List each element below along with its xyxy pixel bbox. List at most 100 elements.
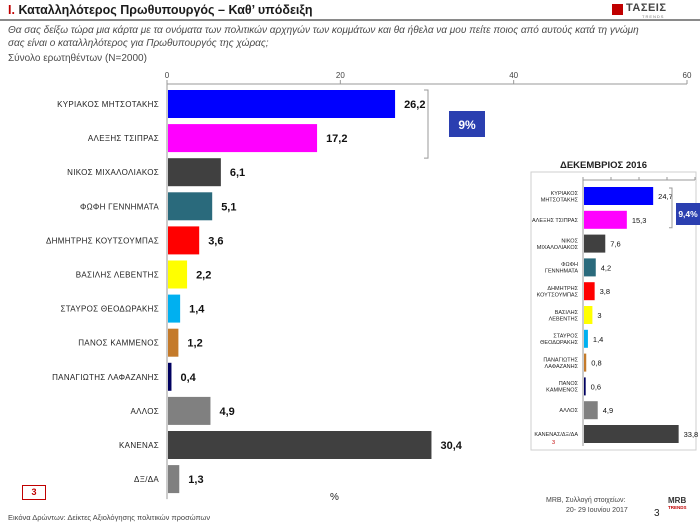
inset-category-label: ΜΗΤΣΟΤΑΚΗΣ bbox=[541, 197, 579, 203]
inset-gap-annotation: 9,4% bbox=[678, 209, 698, 219]
category-label: ΚΥΡΙΑΚΟΣ ΜΗΤΣΟΤΑΚΗΣ bbox=[57, 100, 159, 109]
inset-value-label: 0,8 bbox=[591, 359, 601, 368]
inset-bar bbox=[584, 401, 598, 420]
category-label: ΑΛΕΞΗΣ ΤΣΙΠΡΑΣ bbox=[88, 134, 159, 143]
inset-category-label: ΔΗΜΗΤΡΗΣ bbox=[547, 286, 578, 292]
footer-caption: Εικόνα Δρώντων: Δείκτες Αξιολόγησης πολι… bbox=[8, 513, 211, 522]
footer-number-box: 3 bbox=[22, 485, 46, 500]
category-label: ΒΑΣΙΛΗΣ ΛΕΒΕΝΤΗΣ bbox=[76, 271, 159, 280]
inset-category-label: ΚΟΥΤΣΟΥΜΠΑΣ bbox=[537, 292, 579, 298]
inset-category-label: ΚΑΝΕΝΑΣ/ΔΞ/ΔΑ bbox=[534, 432, 578, 438]
inset-value-label: 3 bbox=[597, 311, 601, 320]
mrb-logo-text: MRB bbox=[668, 496, 687, 505]
inset-frame bbox=[530, 171, 697, 451]
bar bbox=[168, 192, 213, 221]
tick-label: 40 bbox=[509, 71, 518, 80]
value-label: 1,3 bbox=[188, 474, 203, 486]
inset-category-label: ΑΛΛΟΣ bbox=[559, 408, 578, 414]
inset-footnote: 3 bbox=[552, 440, 555, 446]
logo-brand: ΤΑΣΕΙΣ bbox=[626, 2, 667, 14]
inset-value-label: 4,9 bbox=[603, 406, 613, 415]
inset-bar bbox=[584, 234, 606, 253]
inset-title: ΔΕΚΕΜΒΡΙΟΣ 2016 bbox=[560, 160, 647, 171]
inset-value-label: 15,3 bbox=[632, 216, 647, 225]
value-label: 5,1 bbox=[221, 201, 236, 213]
logo-sub: TRENDS bbox=[642, 14, 665, 19]
inset-category-label: ΠΑΝΑΓΙΩΤΗΣ bbox=[543, 357, 578, 363]
inset-value-label: 1,4 bbox=[593, 335, 603, 344]
inset-category-label: ΘΕΟΔΩΡΑΚΗΣ bbox=[540, 340, 578, 346]
inset-bar bbox=[584, 329, 588, 348]
bar bbox=[168, 362, 172, 391]
header-divider bbox=[0, 19, 700, 21]
footer-source: MRB, Συλλογή στοιχείων: 20- 29 Ιουνίου 2… bbox=[546, 496, 628, 516]
inset-category-label: ΠΑΝΟΣ bbox=[559, 381, 579, 387]
gap-annotation: 9% bbox=[458, 118, 476, 132]
question-text: Θα σας δείξω τώρα μια κάρτα με τα ονόματ… bbox=[8, 25, 639, 49]
bar bbox=[168, 294, 181, 323]
page-title: I. Καταλληλότερος Πρωθυπουργός – Καθ’ υπ… bbox=[8, 3, 313, 17]
bar bbox=[168, 260, 188, 289]
category-label: ΔΞ/ΔΑ bbox=[134, 475, 159, 484]
inset-category-label: ΣΤΑΥΡΟΣ bbox=[553, 334, 578, 340]
category-label: ΔΗΜΗΤΡΗΣ ΚΟΥΤΣΟΥΜΠΑΣ bbox=[46, 236, 159, 245]
mrb-logo-sub: TRENDS bbox=[668, 505, 687, 510]
value-label: 26,2 bbox=[404, 99, 425, 111]
tick-label: 20 bbox=[336, 71, 345, 80]
gap-bracket bbox=[424, 89, 429, 159]
page-number: 3 bbox=[654, 508, 660, 519]
inset-bar bbox=[584, 377, 586, 396]
inset-bar bbox=[584, 306, 593, 324]
inset-value-label: 33,8 bbox=[684, 430, 699, 439]
inset-category-label: ΑΛΕΞΗΣ ΤΣΙΠΡΑΣ bbox=[532, 218, 579, 224]
inset-value-label: 4,2 bbox=[601, 263, 611, 272]
inset-category-label: ΚΑΜΜΕΝΟΣ bbox=[546, 388, 578, 394]
inset-bar bbox=[584, 187, 654, 205]
value-label: 2,2 bbox=[196, 270, 211, 282]
inset-value-label: 0,6 bbox=[591, 382, 601, 391]
title-number: I. bbox=[8, 3, 15, 17]
category-label: ΦΩΦΗ ΓΕΝΝΗΜΑΤΑ bbox=[80, 202, 159, 211]
bar bbox=[168, 226, 200, 255]
value-label: 30,4 bbox=[440, 440, 462, 452]
inset-annotation-box bbox=[676, 203, 700, 225]
bar bbox=[168, 396, 211, 425]
bar bbox=[168, 158, 221, 187]
bar bbox=[168, 465, 180, 494]
source-line-2: 20- 29 Ιουνίου 2017 bbox=[566, 507, 628, 514]
value-label: 17,2 bbox=[326, 133, 347, 145]
gap-annotation-box bbox=[449, 111, 485, 137]
inset-category-label: ΚΥΡΙΑΚΟΣ bbox=[551, 191, 579, 197]
inset-category-label: ΒΑΣΙΛΗΣ bbox=[555, 310, 579, 316]
tick-label: 60 bbox=[683, 71, 692, 80]
source-line-1: MRB, Συλλογή στοιχείων: bbox=[546, 497, 626, 504]
logo-mark-icon bbox=[612, 4, 623, 15]
category-label: ΠΑΝΟΣ ΚΑΜΜΕΝΟΣ bbox=[78, 339, 159, 348]
sample-base: Σύνολο ερωτηθέντων (N=2000) bbox=[8, 53, 147, 64]
inset-bar bbox=[584, 258, 596, 277]
inset-category-label: ΜΙΧΑΛΟΛΙΑΚΟΣ bbox=[537, 245, 579, 251]
value-label: 1,4 bbox=[189, 304, 205, 316]
mrb-logo: MRB TRENDS bbox=[668, 496, 694, 516]
bar bbox=[168, 431, 432, 459]
category-label: ΣΤΑΥΡΟΣ ΘΕΟΔΩΡΑΚΗΣ bbox=[60, 305, 159, 314]
axis-unit-label: % bbox=[330, 492, 339, 503]
inset-category-label: ΝΙΚΟΣ bbox=[561, 238, 578, 244]
category-label: ΠΑΝΑΓΙΩΤΗΣ ΛΑΦΑΖΑΝΗΣ bbox=[52, 373, 159, 382]
bar bbox=[168, 124, 318, 153]
inset-category-label: ΓΕΝΝΗΜΑΤΑ bbox=[545, 269, 578, 275]
inset-bar bbox=[584, 425, 679, 443]
category-label: ΚΑΝΕΝΑΣ bbox=[119, 441, 159, 450]
value-label: 3,6 bbox=[208, 235, 223, 247]
inset-value-label: 24,7 bbox=[658, 192, 673, 201]
category-label: ΝΙΚΟΣ ΜΙΧΑΛΟΛΙΑΚΟΣ bbox=[67, 168, 159, 177]
inset-category-label: ΦΩΦΗ bbox=[561, 262, 578, 268]
category-label: ΑΛΛΟΣ bbox=[130, 407, 159, 416]
value-label: 1,2 bbox=[187, 338, 202, 350]
bar bbox=[168, 90, 396, 118]
inset-bar bbox=[584, 210, 627, 229]
inset-value-label: 7,6 bbox=[610, 240, 620, 249]
inset-bar bbox=[584, 282, 595, 301]
